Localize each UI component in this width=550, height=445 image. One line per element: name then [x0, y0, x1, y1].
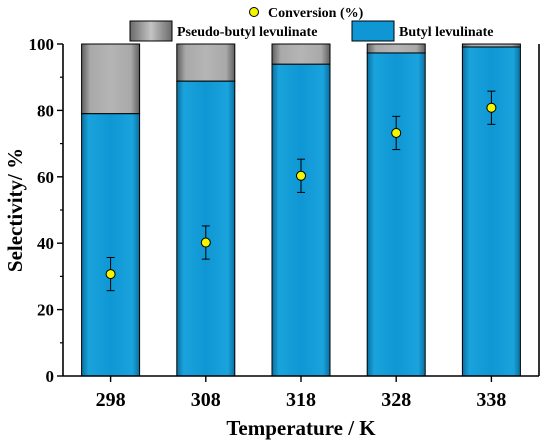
legend-label-conversion: Conversion (%) — [268, 6, 364, 21]
x-tick-label: 338 — [476, 389, 506, 411]
conversion-marker — [296, 170, 306, 181]
x-tick-label: 328 — [381, 389, 411, 411]
conversion-marker — [391, 127, 402, 138]
y-tick-label: 0 — [46, 367, 55, 386]
legend-label-pseudo-butyl-levulinate: Pseudo-butyl levulinate — [177, 25, 317, 40]
y-tick-label: 100 — [29, 35, 55, 54]
bars-group — [81, 43, 521, 377]
x-tick-label: 318 — [286, 389, 316, 411]
bar-butyl-levulinate — [366, 52, 426, 377]
x-ticks: 298 308 318 328 338 — [96, 376, 506, 411]
conversion-marker — [486, 102, 497, 113]
legend-marker-conversion — [249, 7, 259, 17]
y-tick-label: 40 — [37, 234, 54, 253]
y-tick-label: 20 — [37, 301, 54, 320]
y-axis-title: Selectivity/ % — [3, 148, 27, 272]
y-ticks: 0 20 40 60 80 100 — [29, 35, 63, 386]
conversion-markers-group — [105, 90, 497, 292]
bar-butyl-levulinate — [271, 63, 331, 377]
bar-pseudo-butyl-levulinate — [81, 43, 141, 115]
y-tick-label: 80 — [37, 101, 54, 120]
legend-swatch-butyl-levulinate — [351, 20, 395, 42]
x-axis-title: Temperature / K — [226, 416, 376, 440]
legend-swatch-pseudo-butyl-levulinate — [129, 20, 173, 42]
y-tick-label: 60 — [37, 168, 54, 187]
bar-pseudo-butyl-levulinate — [366, 43, 426, 54]
legend: Conversion (%) Pseudo-butyl levulinate B… — [129, 6, 494, 42]
conversion-marker — [105, 269, 116, 280]
conversion-marker — [200, 237, 211, 248]
bar-pseudo-butyl-levulinate — [271, 43, 331, 65]
x-tick-label: 308 — [191, 389, 221, 411]
bar-butyl-levulinate — [81, 113, 141, 377]
x-tick-label: 298 — [96, 389, 126, 411]
bar-pseudo-butyl-levulinate — [176, 43, 236, 82]
legend-label-butyl-levulinate: Butyl levulinate — [399, 25, 494, 40]
